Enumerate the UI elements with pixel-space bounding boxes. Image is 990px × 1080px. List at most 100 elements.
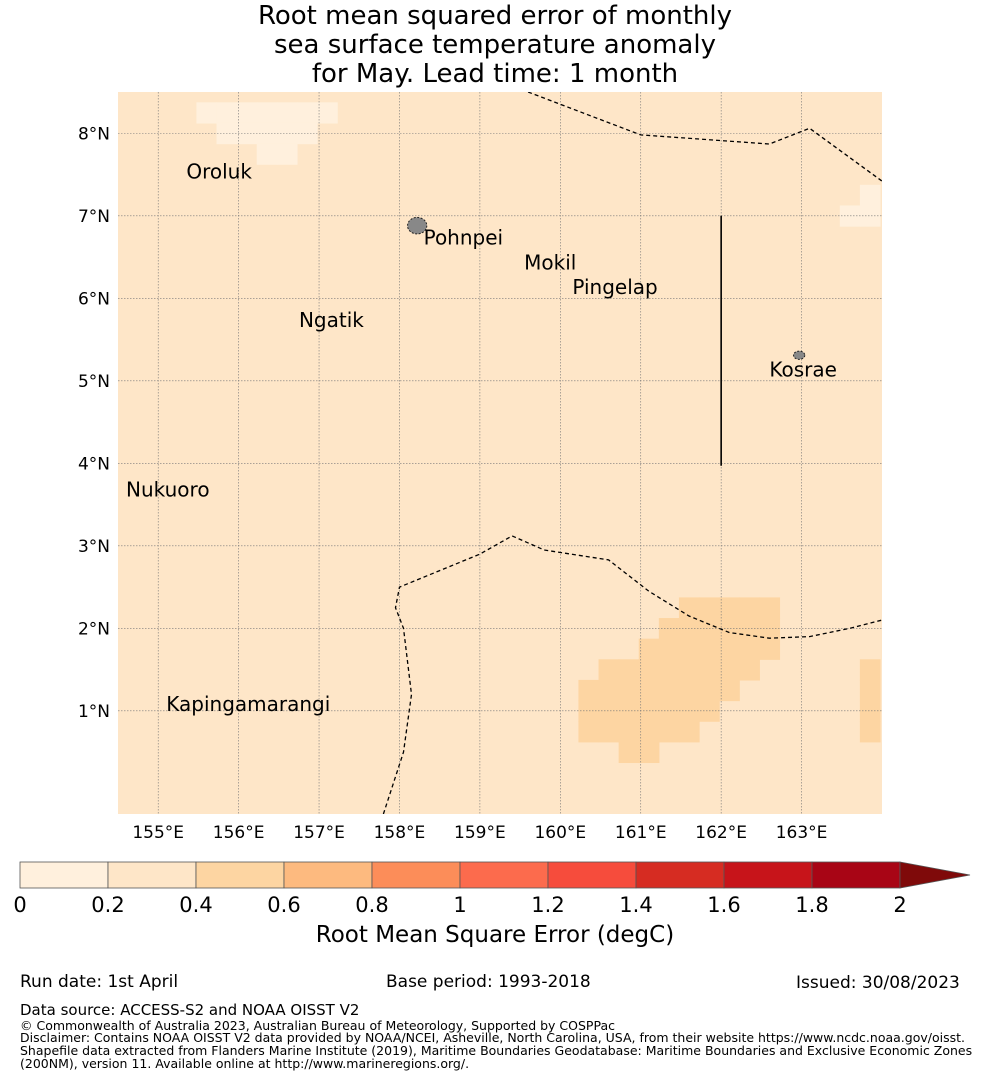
rmse-cell-mid xyxy=(699,679,720,702)
rmse-cell-mid xyxy=(658,659,680,681)
lat-tick-label: 6°N xyxy=(78,289,110,309)
rmse-cell-mid xyxy=(739,597,760,619)
rmse-cell-low xyxy=(317,102,338,124)
colorbar-tick-label: 0.6 xyxy=(267,893,300,917)
lon-tick-label: 155°E xyxy=(132,823,184,843)
rmse-cell-low xyxy=(196,102,218,124)
colorbar-tick-label: 1 xyxy=(453,893,466,917)
lat-tick-label: 1°N xyxy=(78,702,110,722)
map-title: Root mean squared error of monthly sea s… xyxy=(0,2,990,89)
place-label: Pingelap xyxy=(572,275,657,299)
data-source: Data source: ACCESS-S2 and NOAA OISST V2 xyxy=(20,1001,360,1019)
issued-date: Issued: 30/08/2023 xyxy=(796,973,960,993)
lat-tick-label: 2°N xyxy=(78,619,110,639)
rmse-cell-low xyxy=(256,143,278,165)
rmse-cell-low xyxy=(296,102,318,124)
colorbar-segment xyxy=(283,861,373,889)
base-period: Base period: 1993-2018 xyxy=(386,972,591,992)
colorbar-tick-label: 0.2 xyxy=(91,893,124,917)
rmse-cell-mid xyxy=(578,700,600,722)
rmse-cell-mid xyxy=(759,597,781,619)
rmse-cell-mid xyxy=(739,618,760,640)
rmse-cell-mid xyxy=(638,638,660,660)
colorbar-tick-label: 2 xyxy=(893,893,906,917)
rmse-cell-mid xyxy=(719,618,740,640)
rmse-cell-mid xyxy=(859,700,881,722)
title-line-1: Root mean squared error of monthly xyxy=(257,1,733,31)
lat-tick-label: 7°N xyxy=(78,207,110,227)
lon-tick-label: 163°E xyxy=(776,823,828,843)
colorbar-label: Root Mean Square Error (degC) xyxy=(315,922,675,948)
rmse-cell-mid xyxy=(598,721,620,743)
rmse-cell-mid xyxy=(678,721,700,743)
rmse-cell-mid xyxy=(678,679,700,702)
lon-tick-label: 160°E xyxy=(534,823,586,843)
lon-tick-label: 158°E xyxy=(374,823,426,843)
rmse-cell-low xyxy=(236,102,258,124)
rmse-cell-mid xyxy=(719,638,740,660)
map-background xyxy=(118,92,882,814)
rmse-cell-mid xyxy=(699,597,720,619)
run-date: Run date: 1st April xyxy=(20,972,179,992)
rmse-cell-mid xyxy=(719,679,740,702)
lon-tick-label: 161°E xyxy=(615,823,667,843)
place-label: Mokil xyxy=(524,250,576,274)
colorbar-segment xyxy=(459,861,549,889)
rmse-cell-low xyxy=(859,184,881,207)
colorbar-tick-label: 1.6 xyxy=(707,893,740,917)
rmse-cell-mid xyxy=(699,659,720,681)
colorbar-tick-label: 0.8 xyxy=(355,893,388,917)
colorbar-segment xyxy=(195,861,285,889)
rmse-cell-mid xyxy=(598,659,620,681)
colorbar-segment xyxy=(635,861,725,889)
rmse-cell-mid xyxy=(759,638,781,660)
island-landmass xyxy=(407,216,428,235)
rmse-cell-low xyxy=(236,122,258,145)
lat-tick-label: 5°N xyxy=(78,372,110,392)
colorbar-extend-arrow xyxy=(899,861,971,889)
colorbar-segment xyxy=(107,861,197,889)
place-label: Kapingamarangi xyxy=(166,692,330,716)
disclaimer-line-3: (200NM), version 11. Available online at… xyxy=(20,1056,470,1071)
colorbar-segment xyxy=(811,861,901,889)
rmse-cell-low xyxy=(859,205,881,227)
rmse-cell-low xyxy=(276,102,298,124)
island-landmass xyxy=(793,350,806,360)
colorbar-segment xyxy=(547,861,637,889)
rmse-cell-low xyxy=(256,122,278,145)
rmse-cell-mid xyxy=(658,618,680,640)
colorbar-segment xyxy=(371,861,461,889)
rmse-cell-mid xyxy=(638,659,660,681)
colorbar-tick-label: 0.4 xyxy=(179,893,212,917)
rmse-cell-mid xyxy=(719,597,740,619)
title-line-2: sea surface temperature anomaly xyxy=(274,30,716,60)
rmse-cell-mid xyxy=(658,638,680,660)
rmse-cell-mid xyxy=(859,721,881,743)
lat-tick-label: 3°N xyxy=(78,537,110,557)
rmse-cell-mid xyxy=(638,721,660,743)
rmse-cell-mid xyxy=(859,679,881,702)
rmse-cell-mid xyxy=(598,700,620,722)
rmse-cell-mid xyxy=(618,721,640,743)
rmse-cell-mid xyxy=(578,721,600,743)
lon-tick-label: 157°E xyxy=(293,823,345,843)
lon-tick-label: 159°E xyxy=(454,823,506,843)
rmse-cell-mid xyxy=(618,659,640,681)
place-label: Ngatik xyxy=(299,308,364,332)
colorbar-tick-label: 0 xyxy=(13,893,26,917)
rmse-cell-mid xyxy=(699,638,720,660)
place-label: Oroluk xyxy=(186,160,252,184)
eez-boundary-line xyxy=(527,92,882,182)
rmse-cell-low xyxy=(276,143,298,165)
rmse-cell-mid xyxy=(658,721,680,743)
rmse-cell-mid xyxy=(739,638,760,660)
rmse-cell-mid xyxy=(678,659,700,681)
lon-tick-label: 162°E xyxy=(695,823,747,843)
eez-boundary-line xyxy=(382,535,882,814)
lat-tick-label: 4°N xyxy=(78,454,110,474)
rmse-cell-mid xyxy=(618,741,640,764)
rmse-cell-mid xyxy=(638,741,660,764)
rmse-cell-mid xyxy=(739,659,760,681)
title-line-3: for May. Lead time: 1 month xyxy=(311,59,679,89)
